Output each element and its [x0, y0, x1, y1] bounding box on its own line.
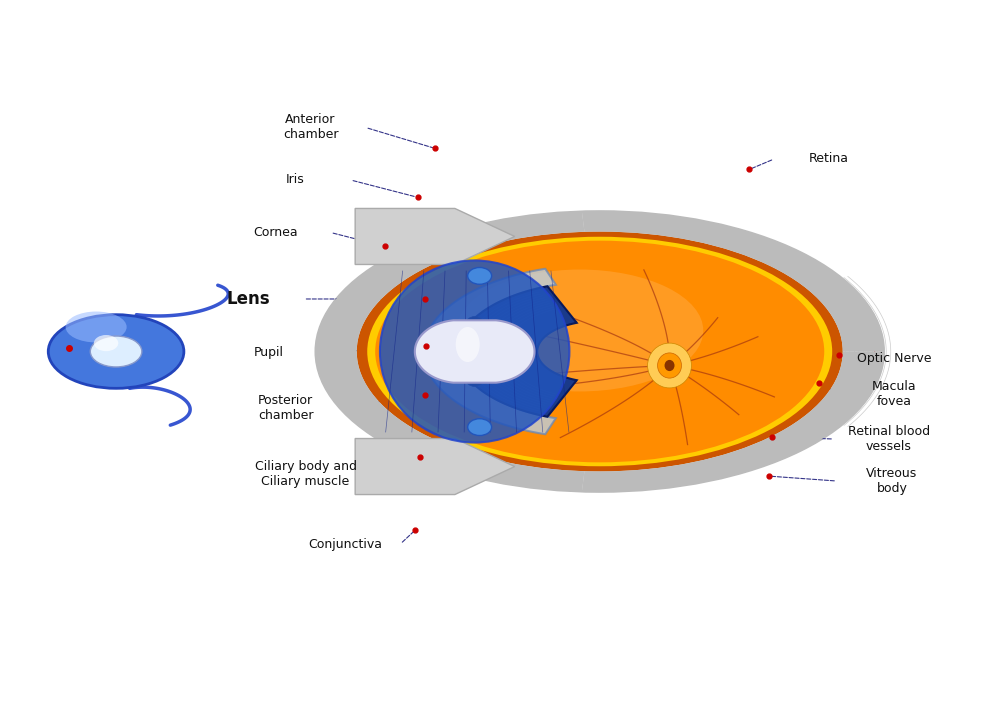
Ellipse shape [468, 419, 492, 436]
Text: Lens: Lens [227, 290, 271, 308]
Ellipse shape [457, 316, 493, 387]
Ellipse shape [94, 335, 118, 352]
Ellipse shape [375, 240, 824, 463]
Ellipse shape [90, 336, 142, 367]
Ellipse shape [316, 211, 884, 492]
Ellipse shape [648, 343, 691, 388]
Ellipse shape [456, 269, 703, 392]
Text: Vitreous
body: Vitreous body [866, 467, 918, 495]
Polygon shape [355, 209, 515, 264]
Ellipse shape [468, 267, 492, 284]
Ellipse shape [357, 231, 843, 472]
Text: Macula
fovea: Macula fovea [872, 380, 916, 408]
Text: Anterior
chamber: Anterior chamber [283, 113, 338, 141]
Ellipse shape [380, 261, 569, 442]
Text: Optic Nerve: Optic Nerve [857, 352, 931, 365]
Ellipse shape [665, 360, 675, 371]
Text: Pupil: Pupil [254, 347, 284, 359]
Ellipse shape [367, 237, 832, 466]
Ellipse shape [48, 315, 184, 388]
Polygon shape [582, 352, 884, 492]
Polygon shape [582, 211, 884, 352]
Text: Conjunctiva: Conjunctiva [308, 538, 382, 550]
Ellipse shape [66, 311, 127, 342]
Text: Ciliary body and
Ciliary muscle: Ciliary body and Ciliary muscle [255, 460, 357, 488]
Polygon shape [316, 212, 584, 491]
Polygon shape [415, 321, 534, 382]
Text: Retinal blood
vessels: Retinal blood vessels [848, 425, 930, 453]
Ellipse shape [456, 327, 480, 362]
Polygon shape [355, 439, 515, 494]
Polygon shape [458, 286, 577, 417]
Text: Cornea: Cornea [253, 226, 298, 239]
Ellipse shape [658, 353, 681, 378]
Text: Retina: Retina [809, 153, 849, 165]
Polygon shape [424, 269, 556, 434]
Text: Iris: Iris [286, 174, 305, 186]
Text: Posterior
chamber: Posterior chamber [258, 394, 313, 422]
